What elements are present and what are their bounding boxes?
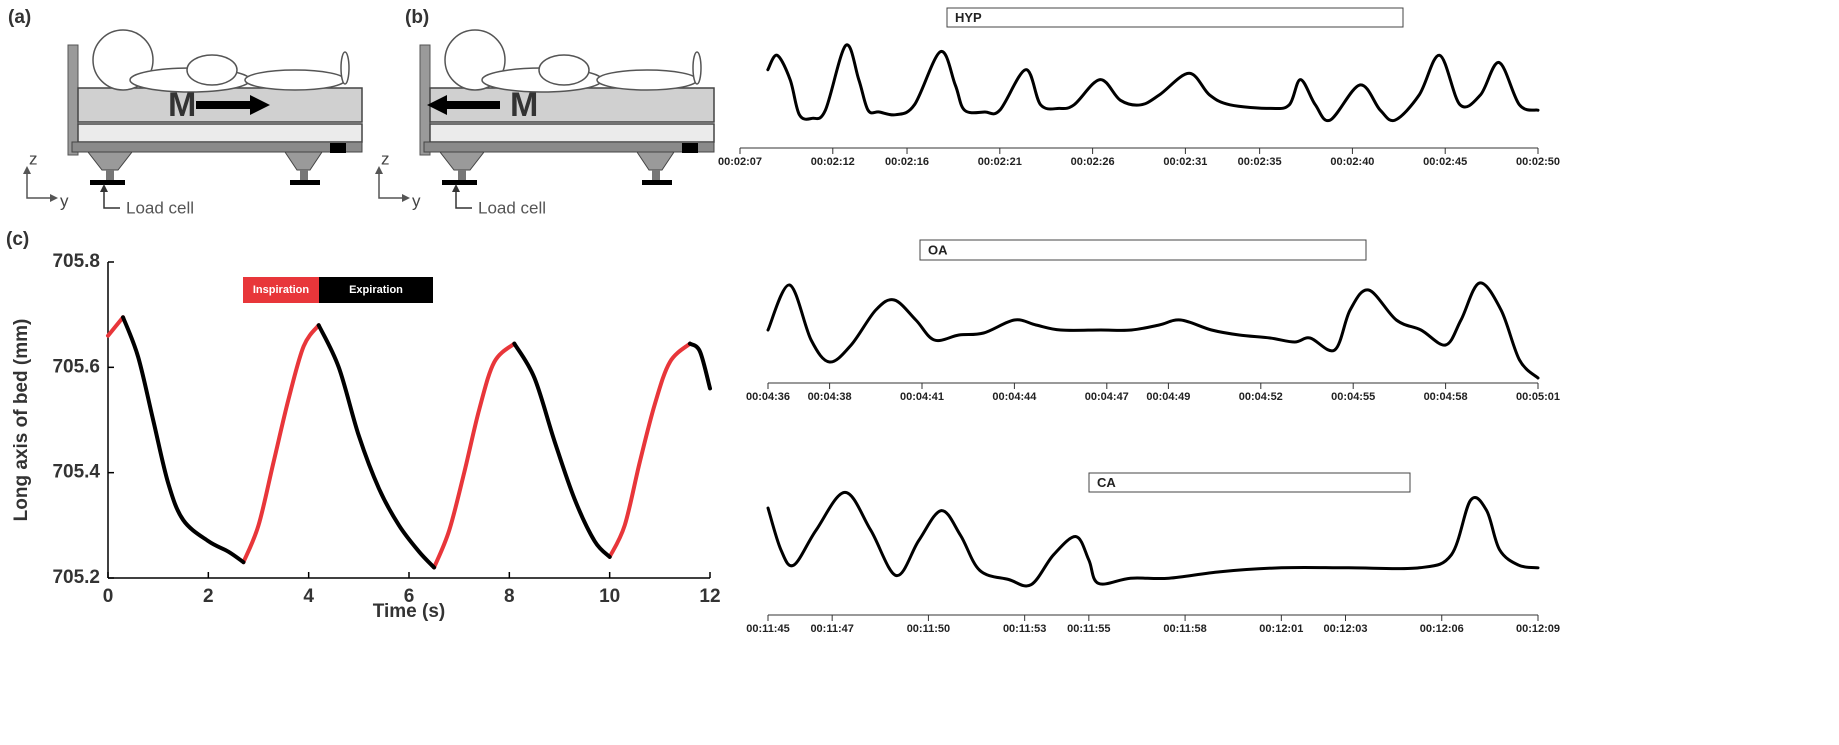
x-tick-label: 00:02:26 <box>1071 156 1115 168</box>
sensor-label: Load cell <box>126 198 194 217</box>
x-tick-label: 00:04:55 <box>1331 391 1375 403</box>
panel-label: (b) <box>405 7 429 28</box>
axis-label: y <box>412 191 421 210</box>
annotation: HYP <box>955 10 982 25</box>
x-tick-label: 00:02:21 <box>978 156 1022 168</box>
x-tick-label: 00:02:31 <box>1163 156 1207 168</box>
x-tick-label: 00:11:55 <box>1067 623 1110 635</box>
x-tick-label: 00:02:12 <box>811 156 855 168</box>
x-tick-label: 6 <box>404 586 415 607</box>
x-tick-label: 10 <box>599 586 620 607</box>
x-tick-label: 00:02:40 <box>1330 156 1374 168</box>
annotation-box <box>919 239 1367 261</box>
y-tick-label: 705.8 <box>52 251 100 272</box>
x-tick-label: 12 <box>699 586 720 607</box>
x-tick-label: 8 <box>504 586 515 607</box>
bed-diagram <box>374 29 715 209</box>
x-tick-label: 00:11:58 <box>1163 623 1206 635</box>
x-tick-label: 00:02:16 <box>885 156 929 168</box>
line-series <box>766 43 1540 123</box>
legend-swatch <box>243 277 319 303</box>
legend-label: Inspiration <box>253 284 310 296</box>
x-tick-label: 00:05:01 <box>1516 391 1560 403</box>
legend-swatch <box>319 277 433 303</box>
line-series <box>106 315 692 570</box>
x-tick-label: 4 <box>303 586 314 607</box>
arrow-head <box>427 95 447 115</box>
mass-label: M <box>168 86 196 124</box>
panel-label: (a) <box>8 7 31 28</box>
x-tick-label: 00:11:47 <box>810 623 853 635</box>
x-tick-label: 00:12:09 <box>1516 623 1560 635</box>
x-tick-label: 00:12:06 <box>1420 623 1464 635</box>
x-tick-label: 0 <box>103 586 114 607</box>
x-tick-label: 00:11:45 <box>746 623 789 635</box>
x-axis-title: Time (s) <box>373 601 446 622</box>
x-tick-label: 00:04:47 <box>1085 391 1129 403</box>
arrow-head <box>250 95 270 115</box>
line-series <box>766 490 1540 588</box>
x-tick-label: 00:04:41 <box>900 391 944 403</box>
x-tick-label: 00:04:36 <box>746 391 790 403</box>
x-tick-label: 00:04:44 <box>992 391 1037 403</box>
x-tick-label: 00:04:38 <box>808 391 852 403</box>
y-axis-title: Long axis of bed (mm) <box>11 319 32 522</box>
x-tick-label: 00:11:53 <box>1003 623 1046 635</box>
x-tick-label: 00:02:35 <box>1238 156 1282 168</box>
annotation: OA <box>928 242 948 257</box>
x-tick-label: 00:02:07 <box>718 156 762 168</box>
x-tick-label: 00:04:58 <box>1424 391 1468 403</box>
x-tick-label: 00:02:50 <box>1516 156 1560 168</box>
x-tick-label: 00:11:50 <box>907 623 950 635</box>
axis-label: z <box>381 149 390 168</box>
annotation: CA <box>1097 475 1116 490</box>
panel-label: (c) <box>6 229 29 250</box>
y-tick-label: 705.2 <box>52 567 100 588</box>
x-tick-label: 2 <box>203 586 214 607</box>
annotation-box <box>946 7 1404 28</box>
axis-label: y <box>60 191 69 210</box>
x-tick-label: 00:04:49 <box>1146 391 1190 403</box>
y-tick-label: 705.6 <box>52 356 100 377</box>
mass-label: M <box>510 86 538 124</box>
sensor-label: Load cell <box>478 198 546 217</box>
x-tick-label: 00:12:03 <box>1323 623 1367 635</box>
x-tick-label: 00:04:52 <box>1239 391 1283 403</box>
annotation-box <box>1088 472 1411 493</box>
axis-label: z <box>29 149 38 168</box>
x-tick-label: 00:02:45 <box>1423 156 1467 168</box>
legend-label: Expiration <box>349 284 403 296</box>
x-tick-label: 00:12:01 <box>1259 623 1303 635</box>
y-tick-label: 705.4 <box>52 462 100 483</box>
line-series <box>121 315 712 570</box>
line-series <box>766 281 1540 380</box>
